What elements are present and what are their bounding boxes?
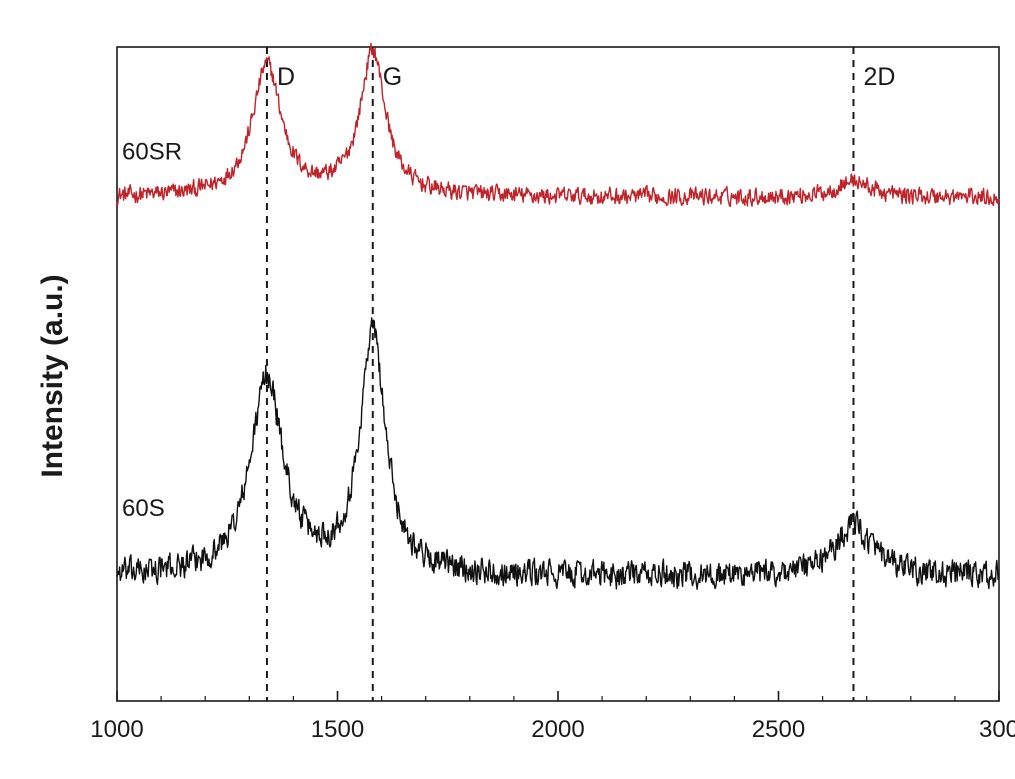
series-lines	[116, 42, 1000, 590]
y-axis-label: Intensity (a.u.)	[36, 274, 69, 477]
reference-label-2d: 2D	[863, 63, 895, 91]
reference-label-g: G	[383, 63, 402, 91]
x-tick-label: 1500	[311, 716, 364, 743]
plot-frame	[116, 46, 1000, 702]
x-tick-label: 300	[979, 716, 1015, 743]
series-label-60s: 60S	[122, 495, 165, 522]
x-tick-label: 2000	[531, 716, 584, 743]
x-axis: 1000 1500 2000 2500 300	[90, 691, 1015, 743]
series-line-60sr	[116, 42, 1000, 208]
x-tick-label: 2500	[752, 716, 805, 743]
series-labels: 60SR 60S	[122, 139, 182, 522]
series-label-60sr: 60SR	[122, 139, 182, 166]
reference-label-d: D	[277, 63, 295, 91]
series-line-60s	[116, 317, 1000, 590]
reference-lines: D G 2D	[265, 47, 895, 701]
x-tick-label: 1000	[90, 716, 143, 743]
